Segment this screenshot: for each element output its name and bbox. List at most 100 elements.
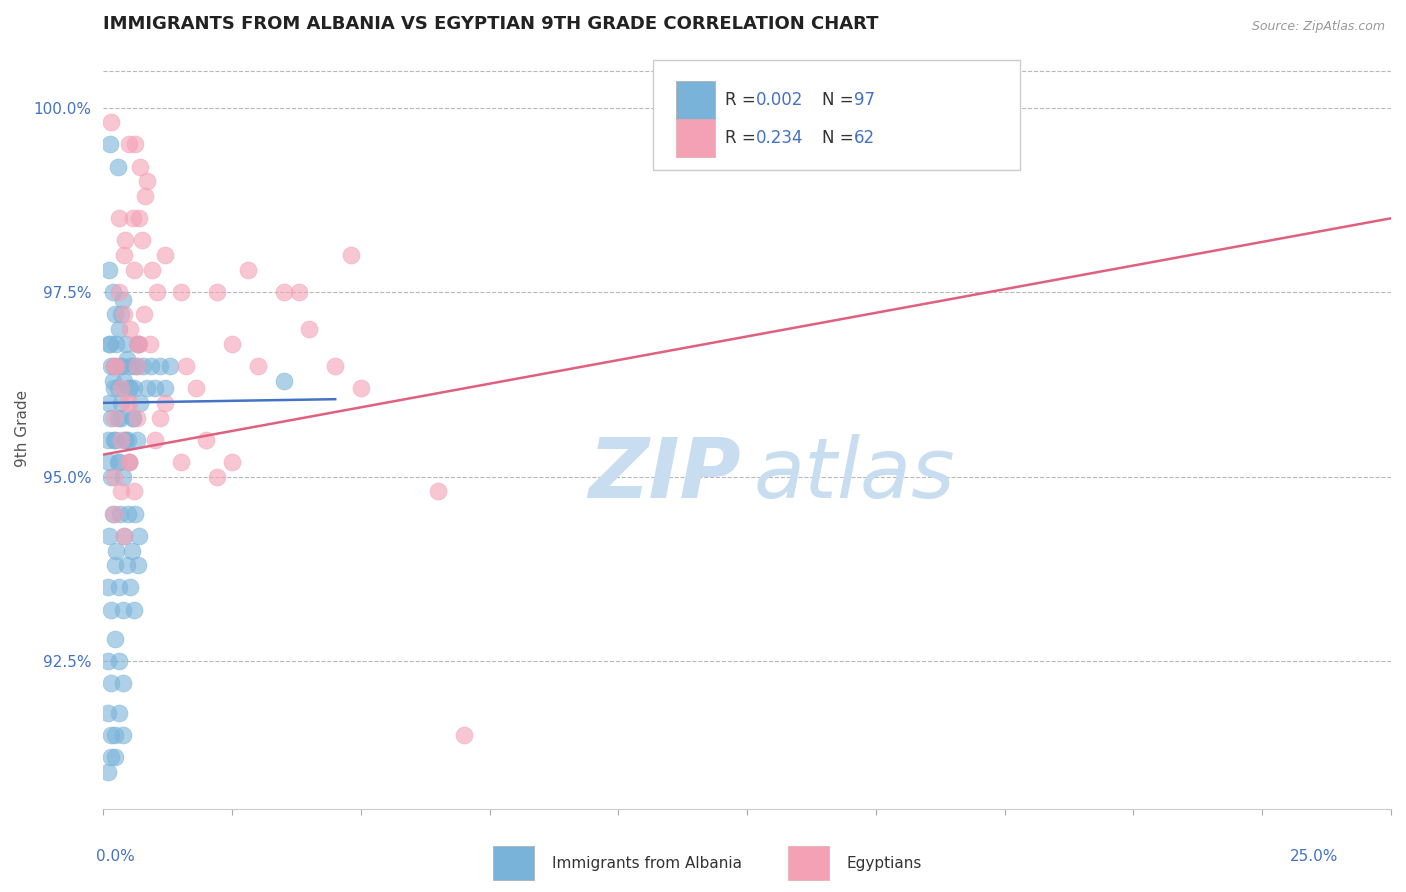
Point bbox=[103, 469, 125, 483]
Point bbox=[110, 433, 132, 447]
Point bbox=[195, 433, 218, 447]
Point bbox=[124, 484, 146, 499]
Text: R =: R = bbox=[725, 129, 761, 147]
Point bbox=[107, 455, 129, 469]
Point bbox=[111, 469, 134, 483]
Point bbox=[131, 234, 153, 248]
Point bbox=[120, 381, 142, 395]
Point bbox=[124, 359, 146, 373]
Point bbox=[159, 359, 181, 373]
Text: Immigrants from Albania: Immigrants from Albania bbox=[551, 855, 742, 871]
Text: 0.0%: 0.0% bbox=[96, 849, 135, 863]
Point bbox=[205, 285, 228, 299]
Point bbox=[108, 654, 131, 668]
Point bbox=[97, 336, 120, 351]
Point bbox=[100, 359, 122, 373]
Text: 62: 62 bbox=[853, 129, 875, 147]
Point bbox=[103, 507, 125, 521]
Point bbox=[323, 359, 346, 373]
Point bbox=[97, 529, 120, 543]
Point bbox=[122, 410, 145, 425]
Point bbox=[97, 263, 120, 277]
Point bbox=[298, 322, 321, 336]
Point bbox=[104, 728, 127, 742]
Point bbox=[112, 248, 135, 262]
Point bbox=[112, 529, 135, 543]
Point bbox=[107, 381, 129, 395]
Text: ZIP: ZIP bbox=[588, 434, 741, 515]
Point bbox=[100, 602, 122, 616]
Text: Source: ZipAtlas.com: Source: ZipAtlas.com bbox=[1251, 20, 1385, 33]
Point bbox=[107, 410, 129, 425]
Point bbox=[273, 285, 295, 299]
Point bbox=[124, 263, 146, 277]
Point bbox=[427, 484, 450, 499]
Point bbox=[136, 174, 159, 188]
Point bbox=[155, 381, 177, 395]
Point bbox=[127, 336, 149, 351]
Point bbox=[143, 381, 166, 395]
Point bbox=[104, 750, 127, 764]
Point bbox=[221, 336, 243, 351]
Point bbox=[132, 307, 155, 321]
Point bbox=[115, 558, 138, 573]
Point bbox=[98, 336, 121, 351]
Point bbox=[96, 433, 118, 447]
Point bbox=[112, 529, 135, 543]
Point bbox=[108, 211, 131, 226]
Point bbox=[111, 602, 134, 616]
Point bbox=[103, 433, 125, 447]
Point bbox=[135, 381, 157, 395]
FancyBboxPatch shape bbox=[676, 120, 716, 157]
Point bbox=[110, 484, 132, 499]
Text: Egyptians: Egyptians bbox=[846, 855, 922, 871]
Point bbox=[96, 581, 118, 595]
Point bbox=[108, 581, 131, 595]
Point bbox=[115, 351, 138, 366]
Point bbox=[139, 336, 162, 351]
Point bbox=[105, 359, 128, 373]
Point bbox=[100, 469, 122, 483]
Point bbox=[221, 455, 243, 469]
Point bbox=[134, 189, 156, 203]
Point bbox=[131, 359, 153, 373]
Point bbox=[125, 359, 148, 373]
Point bbox=[124, 381, 146, 395]
Point bbox=[143, 433, 166, 447]
Point bbox=[105, 336, 128, 351]
Point bbox=[170, 285, 193, 299]
Point bbox=[104, 632, 127, 647]
Point bbox=[273, 374, 295, 388]
FancyBboxPatch shape bbox=[654, 60, 1021, 170]
Point bbox=[155, 396, 177, 410]
Point bbox=[118, 455, 141, 469]
Point bbox=[108, 507, 131, 521]
Point bbox=[114, 234, 136, 248]
Point bbox=[110, 381, 132, 395]
Point bbox=[205, 469, 228, 483]
Point bbox=[174, 359, 197, 373]
Point bbox=[97, 455, 120, 469]
Point bbox=[108, 322, 131, 336]
Y-axis label: 9th Grade: 9th Grade bbox=[15, 390, 30, 467]
Point bbox=[108, 706, 131, 720]
Point bbox=[118, 137, 141, 152]
Point bbox=[96, 654, 118, 668]
Point bbox=[110, 410, 132, 425]
Point bbox=[112, 374, 135, 388]
Point bbox=[96, 706, 118, 720]
Point bbox=[125, 359, 148, 373]
Point bbox=[170, 455, 193, 469]
Point bbox=[128, 211, 150, 226]
Point bbox=[118, 455, 141, 469]
Point bbox=[149, 359, 172, 373]
Point bbox=[100, 676, 122, 690]
Point bbox=[350, 381, 373, 395]
Point bbox=[100, 410, 122, 425]
Point bbox=[141, 263, 163, 277]
Point bbox=[139, 359, 162, 373]
Point bbox=[100, 728, 122, 742]
Point bbox=[128, 529, 150, 543]
Point bbox=[115, 336, 138, 351]
Point bbox=[146, 285, 169, 299]
